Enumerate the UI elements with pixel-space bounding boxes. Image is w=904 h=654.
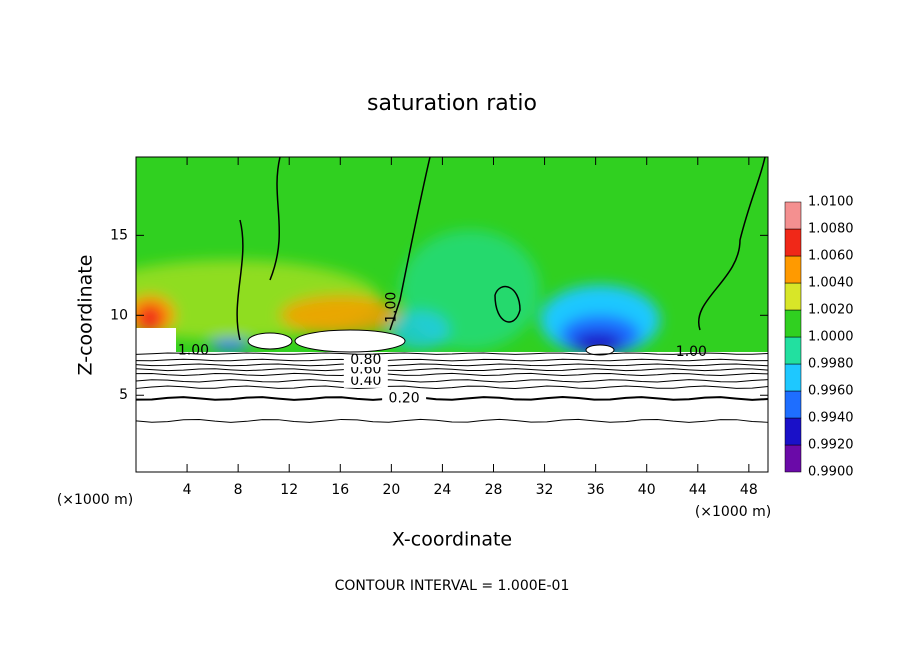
colorbar-label: 1.0040 (808, 276, 854, 291)
footnote: CONTOUR INTERVAL = 1.000E-01 (335, 578, 570, 594)
colorbar-band (784, 255, 802, 284)
field (136, 157, 768, 472)
colorbar-band (784, 444, 802, 473)
x-tick-label: 20 (382, 482, 400, 498)
colorbar-band (784, 336, 802, 365)
contour-label: 1.00 (383, 292, 399, 323)
colorbar-band (784, 228, 802, 257)
colorbar-band (784, 309, 802, 338)
x-tick-label: 12 (280, 482, 298, 498)
y-tick-label: 15 (110, 227, 128, 243)
colorbar-label: 1.0020 (808, 303, 854, 318)
colorbar-label: 0.9940 (808, 411, 854, 426)
colorbar-label: 1.0100 (808, 195, 854, 210)
x-tick-label: 36 (587, 482, 605, 498)
x-unit: (×1000 m) (57, 492, 133, 508)
contour-label: 1.00 (178, 342, 209, 358)
contour-line (135, 385, 769, 390)
contour-lines: 0.200.400.600.80 (135, 352, 769, 423)
contour-line (135, 372, 769, 377)
colorbar-band (784, 417, 802, 446)
plot-frame (135, 156, 769, 473)
contour-label-bg (382, 391, 427, 406)
x-axis-label: X-coordinate (392, 529, 512, 551)
colorbar-label: 1.0060 (808, 249, 854, 264)
colorbar-label: 0.9900 (808, 465, 854, 480)
colorbar-label: 1.0000 (808, 330, 854, 345)
contour-1.00 (236, 157, 766, 341)
contour-line (135, 396, 769, 401)
contour-line (135, 363, 769, 367)
contour-label-bg (343, 353, 388, 368)
y-tick-label: 5 (119, 387, 128, 403)
contour-line (135, 418, 769, 423)
x-tick-label: 8 (234, 482, 243, 498)
y-axis-label: Z-coordinate (75, 255, 97, 376)
colorbar-label: 0.9980 (808, 357, 854, 372)
y-tick-label: 10 (110, 307, 128, 323)
field-patches (136, 230, 660, 355)
colorbar-label: 1.0080 (808, 222, 854, 237)
x-tick-label: 4 (183, 482, 192, 498)
contour-line (135, 352, 769, 355)
x-tick-label: 40 (638, 482, 656, 498)
contour-line (135, 368, 769, 372)
x-tick-label: 48 (740, 482, 758, 498)
colorbar-band (784, 363, 802, 392)
contour-label: 1.00 (676, 344, 707, 360)
no-data (136, 352, 768, 472)
x-tick-label: 24 (434, 482, 452, 498)
x-tick-label: 28 (485, 482, 503, 498)
x-tick-label: 44 (689, 482, 707, 498)
contour-label-bg (343, 373, 388, 388)
contour-label: 0.20 (389, 390, 420, 406)
x-tick-label: 32 (536, 482, 554, 498)
contour-label: 0.40 (350, 373, 381, 389)
colorbar-band (784, 390, 802, 419)
colorbar-band (784, 282, 802, 311)
colorbar-label: 0.9960 (808, 384, 854, 399)
x-unit: (×1000 m) (695, 504, 771, 520)
contour-line (135, 379, 769, 383)
x-tick-label: 16 (331, 482, 349, 498)
colorbar-label: 0.9920 (808, 438, 854, 453)
contour-label: 0.80 (350, 352, 381, 368)
contour-line (135, 358, 769, 362)
chart-title: saturation ratio (367, 91, 537, 116)
colorbar-band (784, 201, 802, 230)
